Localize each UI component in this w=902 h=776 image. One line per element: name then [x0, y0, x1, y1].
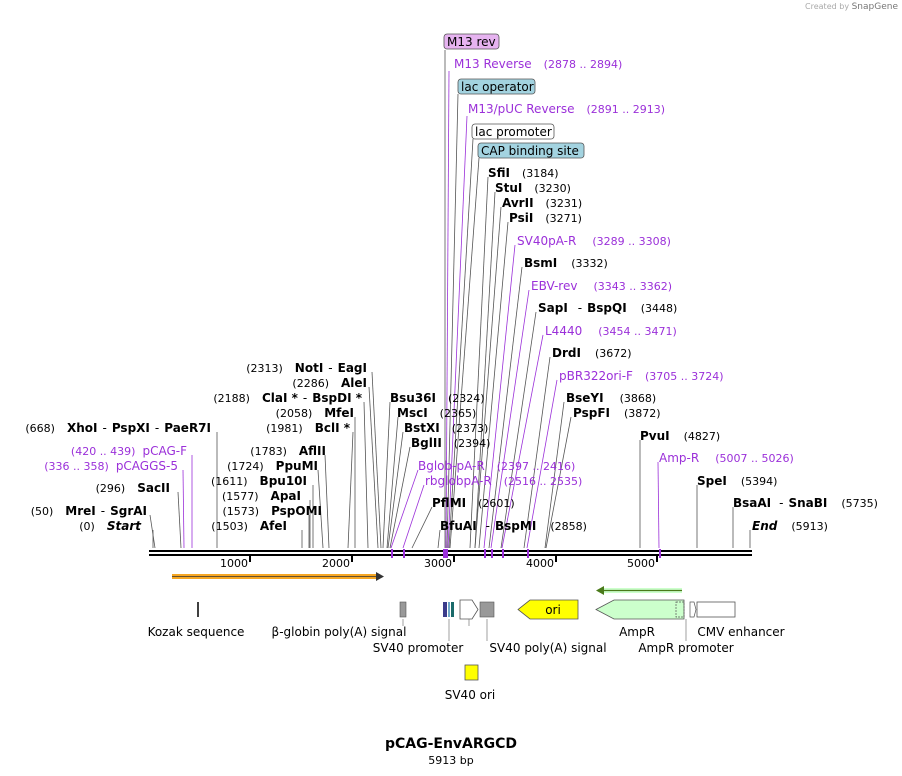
primer-sv40pa-r: SV40pA-R (3289 .. 3308): [517, 234, 671, 248]
tick-5000: 5000: [627, 557, 655, 570]
enzyme-sapi: SapI - BspQI (3448): [538, 301, 677, 315]
primer-pcag-f: (420 .. 439) pCAG-F: [71, 444, 187, 458]
enzyme-bsmi: BsmI (3332): [524, 256, 608, 270]
plasmid-title: pCAG-EnvARGCD: [384, 736, 518, 752]
enzyme-bglii: BglII (2394): [411, 436, 490, 450]
primer-m13puc-reverse: M13/pUC Reverse (2891 .. 2913): [468, 102, 665, 116]
boxed-features: M13 rev lac operator lac promoter CAP bi…: [443, 33, 585, 159]
enzyme-bstxi: BstXI (2373): [404, 421, 488, 435]
enzyme-msci: MscI (2365): [397, 406, 476, 420]
enzyme-afei: (1503) AfeI: [211, 519, 287, 533]
tick-2000: 2000: [322, 557, 350, 570]
enzyme-avrii: AvrII (3231): [502, 196, 582, 210]
sv40-polya-label: SV40 poly(A) signal: [489, 641, 606, 655]
ampr-arrow: [595, 599, 685, 620]
enzyme-bfuai: BfuAI - BspMI (2858): [440, 519, 587, 533]
enzyme-bsaai: BsaAI - SnaBI (5735): [733, 496, 878, 510]
m13rev-label: M13 rev: [447, 35, 496, 49]
plasmid-length: 5913 bp: [428, 754, 474, 767]
enzyme-sfii: SfiI (3184): [488, 166, 559, 180]
enzyme-pspomi: (1573) PspOMI: [222, 504, 322, 518]
ampr-dash: [675, 601, 685, 618]
enzyme-bcli: (1981) BclI *: [266, 421, 351, 435]
kozak-label: Kozak sequence: [148, 625, 245, 639]
enzyme-mfei: (2058) MfeI: [276, 406, 354, 420]
right-labels: M13 Reverse (2878 .. 2894) M13/pUC Revers…: [454, 57, 878, 533]
cmv-box: [696, 601, 736, 618]
lac-operator-label: lac operator: [461, 80, 534, 94]
left-labels: (2313) NotI - EagI (2286) AleI (2188) ClaI * -…: [25, 361, 367, 533]
enzyme-aflii: (1783) AflII: [250, 444, 326, 458]
enzyme-sacii: (296) SacII: [96, 481, 170, 495]
tick-3000: 3000: [424, 557, 452, 570]
ori-arrow: [517, 599, 579, 620]
enzyme-noti: (2313) NotI - EagI: [246, 361, 367, 375]
backbone: [149, 549, 752, 562]
enzyme-psii: PsiI (3271): [509, 211, 582, 225]
lac-promoter-box: [471, 123, 555, 140]
credit: Created by SnapGene: [805, 2, 898, 12]
tick-1000: 1000: [220, 557, 248, 570]
enzyme-clai: (2188) ClaI * - BspDI *: [213, 391, 362, 405]
sv40-ori-box: [464, 664, 479, 681]
sv40-promoter-label: SV40 promoter: [373, 641, 464, 655]
enzyme-alei: (2286) AleI: [292, 376, 367, 390]
sv40-promoter-arrow: [459, 599, 479, 620]
primer-m13-reverse: M13 Reverse (2878 .. 2894): [454, 57, 622, 71]
enzyme-drdi: DrdI (3672): [552, 346, 632, 360]
primer-amp-r: Amp-R (5007 .. 5026): [659, 451, 794, 465]
primer-bglob-pa-r: Bglob-pA-R (2397 .. 2416): [418, 459, 575, 473]
enzyme-start: (0) Start: [79, 519, 142, 533]
enzyme-apai: (1577) ApaI: [222, 489, 301, 503]
ori-label: ori: [545, 603, 561, 617]
ampr-promoter-label: AmpR promoter: [638, 641, 733, 655]
primer-ebv-rev: EBV-rev (3343 .. 3362): [531, 279, 672, 293]
cag-arrow: [172, 572, 384, 581]
ampr-promoter-marker: [689, 601, 697, 618]
feature-labels: Kozak sequence β-globin poly(A) signal S…: [148, 603, 785, 702]
primer-pbr322ori-f: pBR322ori-F (3705 .. 3724): [559, 369, 724, 383]
cluster-marker-2: [448, 602, 450, 617]
enzyme-pvui: PvuI (4827): [640, 429, 720, 443]
enzyme-stui: StuI (3230): [495, 181, 571, 195]
ampr-direction-arrow: [596, 586, 682, 595]
enzyme-bpu10i: (1611) Bpu10I: [211, 474, 307, 488]
enzyme-xhoi: (668) XhoI - PspXI - PaeR7I: [25, 421, 211, 435]
ampr-label: AmpR: [619, 625, 655, 639]
enzyme-pflmi: PflMI (2601): [432, 496, 515, 510]
primer-pcaggs-5: (336 .. 358) pCAGGS-5: [44, 459, 178, 473]
enzyme-end: End (5913): [752, 519, 828, 533]
cluster-marker-3: [451, 602, 454, 617]
enzyme-spei: SpeI (5394): [697, 474, 777, 488]
bglobin-marker: [399, 601, 407, 618]
cmv-label: CMV enhancer: [697, 625, 784, 639]
sv40-polya-marker: [479, 601, 495, 618]
cap-site-box: [477, 142, 585, 159]
tick-4000: 4000: [526, 557, 554, 570]
enzyme-bseyi: BseYI (3868): [566, 391, 656, 405]
lac-operator-box: [457, 78, 536, 95]
cluster-marker-1: [443, 602, 447, 617]
sv40-ori-label: SV40 ori: [445, 688, 496, 702]
enzyme-mrei: (50) MreI - SgrAI: [31, 504, 147, 518]
bglobin-label: β-globin poly(A) signal: [272, 625, 407, 639]
features: [197, 599, 736, 681]
middle-labels: Bsu36I (2324) MscI (2365) BstXI (2373) BglI…: [390, 391, 587, 533]
lac-promoter-label: lac promoter: [475, 125, 552, 139]
leader-lines: [149, 50, 751, 549]
enzyme-pspfi: PspFI (3872): [573, 406, 661, 420]
primer-rbglobpa-r: rbglobpA-R (2516 .. 2535): [425, 474, 582, 488]
primer-l4440: L4440 (3454 .. 3471): [545, 324, 677, 338]
m13rev-box: [443, 33, 500, 50]
ruler-labels: 1000 2000 3000 4000 5000: [220, 557, 655, 570]
enzyme-bsu36i: Bsu36I (2324): [390, 391, 485, 405]
enzyme-ppumi: (1724) PpuMI: [227, 459, 318, 473]
cap-site-label: CAP binding site: [481, 144, 579, 158]
